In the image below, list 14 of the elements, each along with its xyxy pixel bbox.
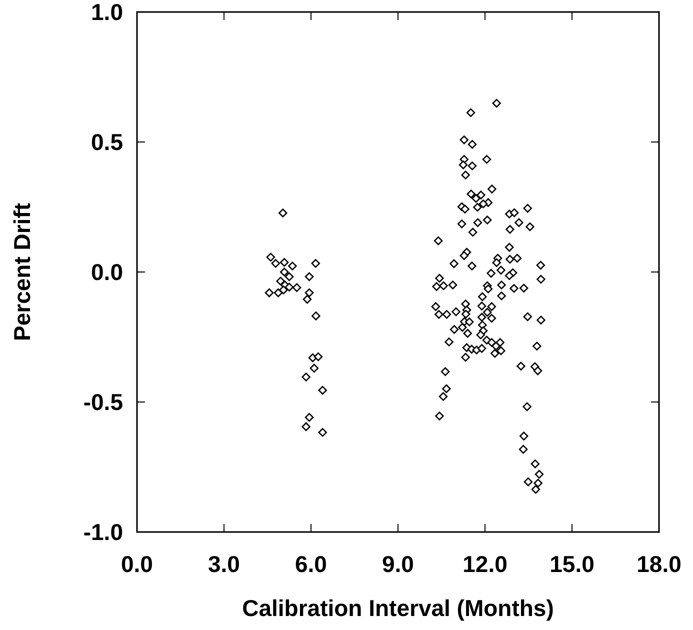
x-tick-label: 0.0 — [121, 551, 153, 577]
x-tick-label: 15.0 — [550, 551, 594, 577]
x-tick-label: 18.0 — [636, 551, 682, 577]
x-tick-label: 12.0 — [462, 551, 508, 577]
x-tick-label: 9.0 — [382, 551, 414, 577]
y-tick-label: -1.0 — [83, 519, 123, 546]
y-tick-label: 0.5 — [91, 129, 124, 156]
x-tick-label: 3.0 — [208, 551, 240, 577]
y-axis-title: Percent Drift — [9, 202, 35, 342]
y-tick-label: 1.0 — [91, 0, 123, 26]
y-tick-label: 0.0 — [91, 259, 123, 286]
y-tick-label: -0.5 — [83, 389, 124, 416]
x-tick-label: 6.0 — [295, 551, 327, 577]
x-axis-title: Calibration Interval (Months) — [242, 595, 554, 621]
